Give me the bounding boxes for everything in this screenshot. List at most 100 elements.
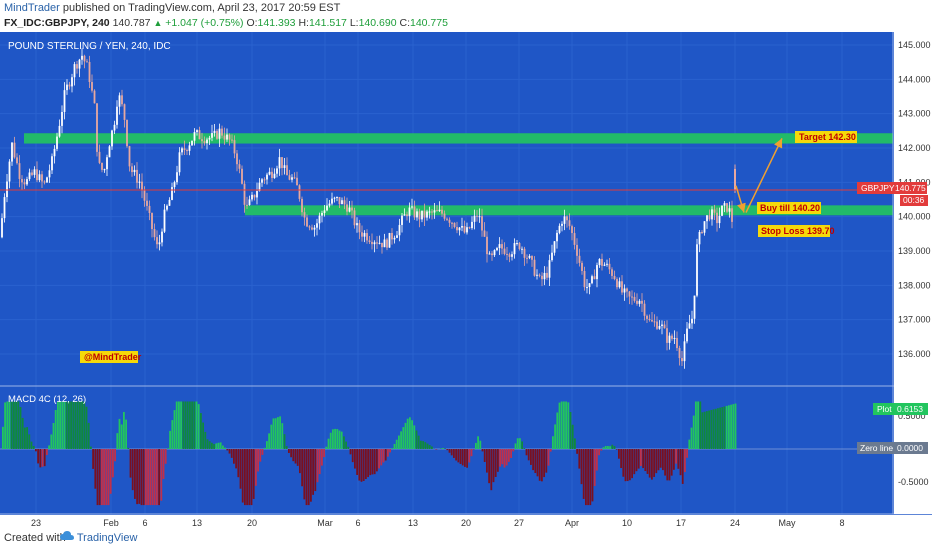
last-price: 140.787: [112, 17, 151, 29]
macd-bar: [290, 449, 292, 458]
price-axis[interactable]: 145.000144.000143.000142.000141.000140.0…: [894, 32, 932, 514]
bear-candle: [678, 348, 681, 359]
footer: Created with TradingView: [0, 528, 932, 550]
bear-candle: [93, 90, 96, 104]
macd-plot-value: 0.6153: [897, 404, 923, 414]
macd-bar: [699, 401, 702, 449]
macd-bar: [219, 442, 222, 449]
macd-bar: [288, 449, 290, 453]
macd-bar: [556, 412, 559, 449]
bear-candle: [451, 222, 453, 224]
bull-candle: [416, 211, 418, 218]
macd-bar: [604, 445, 607, 449]
macd-bar: [21, 417, 24, 449]
macd-bar: [259, 449, 262, 462]
bull-candle: [623, 288, 626, 293]
macd-bar: [426, 443, 429, 449]
bull-candle: [46, 177, 48, 183]
macd-bar: [664, 449, 666, 476]
bear-candle: [456, 226, 458, 231]
macd-bar: [567, 402, 570, 449]
macd-bar: [296, 449, 299, 466]
macd-bar: [171, 420, 174, 449]
bull-candle: [328, 203, 331, 206]
macd-bar: [585, 449, 587, 506]
macd-bar: [362, 449, 365, 481]
bull-candle: [363, 233, 366, 237]
bear-candle: [441, 209, 443, 214]
macd-bar: [681, 449, 684, 484]
bear-candle: [76, 64, 78, 69]
bull-candle: [103, 169, 106, 171]
tradingview-logo[interactable]: TradingView: [60, 531, 137, 544]
macd-bar: [129, 449, 132, 478]
countdown-tag: [900, 195, 928, 206]
macd-bar: [35, 449, 37, 452]
bull-candle: [521, 248, 523, 250]
bull-candle: [181, 148, 183, 153]
macd-bar: [512, 449, 515, 452]
author-name[interactable]: MindTrader: [4, 2, 60, 14]
bear-candle: [183, 148, 186, 151]
bull-candle: [206, 139, 208, 144]
time-tick-label: Mar: [317, 518, 333, 528]
bear-candle: [298, 185, 301, 199]
macd-bar: [167, 448, 169, 449]
bear-candle: [468, 227, 471, 229]
price-chart[interactable]: 145.000144.000143.000142.000141.000140.0…: [0, 32, 932, 528]
bull-candle: [488, 253, 491, 255]
macd-bar: [197, 404, 200, 449]
bull-candle: [528, 255, 531, 258]
macd-bar: [673, 449, 675, 470]
bull-candle: [113, 124, 116, 131]
bull-candle: [108, 146, 111, 158]
pane-title: POUND STERLING / YEN, 240, IDC: [8, 41, 171, 52]
macd-bar: [395, 439, 398, 449]
bear-candle: [131, 166, 133, 173]
macd-bar: [653, 449, 655, 477]
up-arrow-icon: ▲: [153, 18, 163, 28]
macd-bar: [428, 445, 431, 449]
macd-bar: [714, 408, 717, 449]
macd-bar: [173, 410, 176, 449]
bear-candle: [621, 281, 623, 293]
bear-candle: [713, 209, 716, 213]
macd-bar: [191, 401, 193, 449]
time-tick-label: 17: [676, 518, 686, 528]
price-tick-label: 138.000: [898, 280, 931, 290]
macd-bar: [248, 449, 251, 506]
bear-candle: [483, 230, 486, 237]
macd-bar: [435, 449, 438, 450]
macd-bar: [140, 449, 143, 506]
high-value: 141.517: [308, 17, 347, 29]
bear-candle: [238, 164, 241, 169]
bull-candle: [496, 248, 498, 251]
time-axis[interactable]: 23 Feb 6 13 20 Mar 6 13 20 27 Apr 10 17 24 May 8: [0, 515, 932, 528]
bear-candle: [146, 200, 148, 206]
macd-bar: [76, 401, 79, 449]
macd-bar: [514, 443, 517, 449]
macd-bar: [646, 449, 649, 474]
time-tick-label: 13: [408, 518, 418, 528]
tradingview-brand: TradingView: [76, 532, 138, 544]
macd-bar: [180, 401, 182, 449]
bear-candle: [546, 272, 548, 278]
bull-candle: [548, 260, 551, 278]
bull-candle: [333, 197, 336, 199]
macd-bar: [46, 449, 48, 456]
macd-bar: [241, 449, 244, 503]
macd-bar: [50, 434, 53, 449]
bear-candle: [203, 141, 206, 144]
bear-candle: [263, 179, 266, 181]
macd-bar: [109, 449, 112, 494]
macd-bar: [701, 412, 704, 449]
zero-line-label: Zero line: [860, 443, 893, 453]
macd-bar: [222, 445, 224, 449]
grid: [0, 32, 893, 514]
macd-bar: [710, 409, 713, 449]
macd-title: MACD 4C (12, 26): [8, 394, 86, 405]
bear-candle: [358, 223, 361, 233]
macd-bar: [52, 422, 55, 449]
bear-candle: [271, 171, 273, 179]
bear-candle: [381, 242, 383, 248]
